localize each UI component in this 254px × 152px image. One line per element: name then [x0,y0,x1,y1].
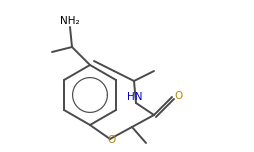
Text: O: O [107,135,115,145]
Text: NH₂: NH₂ [60,16,80,26]
Text: O: O [174,91,182,101]
Text: HN: HN [127,92,143,102]
